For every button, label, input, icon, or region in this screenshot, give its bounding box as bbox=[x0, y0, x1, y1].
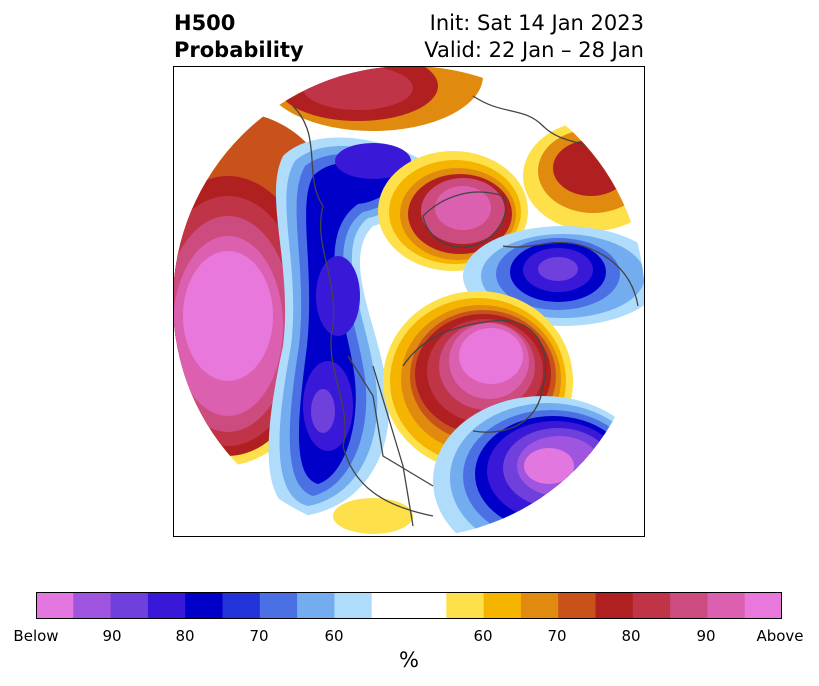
colorbar-swatch bbox=[73, 592, 112, 619]
anomaly-field bbox=[173, 66, 645, 537]
tick-label: Below bbox=[13, 627, 59, 645]
colorbar-swatch bbox=[483, 592, 522, 619]
colorbar-swatch bbox=[110, 592, 149, 619]
product-label: Probability bbox=[174, 38, 304, 62]
colorbar bbox=[36, 592, 782, 619]
colorbar-swatch bbox=[147, 592, 186, 619]
colorbar-swatch bbox=[297, 592, 335, 619]
colorbar-swatch bbox=[595, 592, 634, 619]
valid-range: Valid: 22 Jan – 28 Jan bbox=[424, 38, 644, 62]
map-frame bbox=[173, 66, 645, 537]
variable-label: H500 bbox=[174, 11, 236, 35]
colorbar-swatch bbox=[632, 592, 671, 619]
tick-label: 90 bbox=[696, 627, 716, 645]
probability-map bbox=[173, 66, 645, 537]
colorbar-swatch bbox=[520, 592, 559, 619]
tick-label: 80 bbox=[175, 627, 195, 645]
tick-label: 60 bbox=[324, 627, 344, 645]
tick-label: 80 bbox=[621, 627, 641, 645]
colorbar-swatch bbox=[558, 592, 596, 619]
colorbar-frame bbox=[36, 592, 782, 619]
anomaly-above-bottom bbox=[333, 498, 413, 534]
colorbar-swatch bbox=[259, 592, 298, 619]
tick-label: 70 bbox=[547, 627, 567, 645]
colorbar-swatch bbox=[371, 592, 447, 619]
colorbar-swatch bbox=[334, 592, 373, 619]
colorbar-swatch bbox=[707, 592, 746, 619]
colorbar-swatch bbox=[744, 592, 782, 619]
unit-label: % bbox=[399, 648, 419, 672]
tick-label: 70 bbox=[249, 627, 269, 645]
tick-label: 90 bbox=[102, 627, 122, 645]
tick-label: 60 bbox=[473, 627, 493, 645]
colorbar-swatch bbox=[222, 592, 261, 619]
chart-title: H500 Probability bbox=[174, 10, 304, 64]
init-date: Init: Sat 14 Jan 2023 bbox=[429, 11, 644, 35]
anomaly-above-center bbox=[378, 151, 528, 271]
coastlines bbox=[292, 95, 639, 527]
tick-label: Above bbox=[756, 627, 804, 645]
date-info: Init: Sat 14 Jan 2023 Valid: 22 Jan – 28… bbox=[424, 10, 644, 64]
colorbar-swatch bbox=[185, 592, 223, 619]
colorbar-swatch bbox=[670, 592, 708, 619]
colorbar-swatch bbox=[36, 592, 74, 619]
colorbar-swatch bbox=[446, 592, 485, 619]
